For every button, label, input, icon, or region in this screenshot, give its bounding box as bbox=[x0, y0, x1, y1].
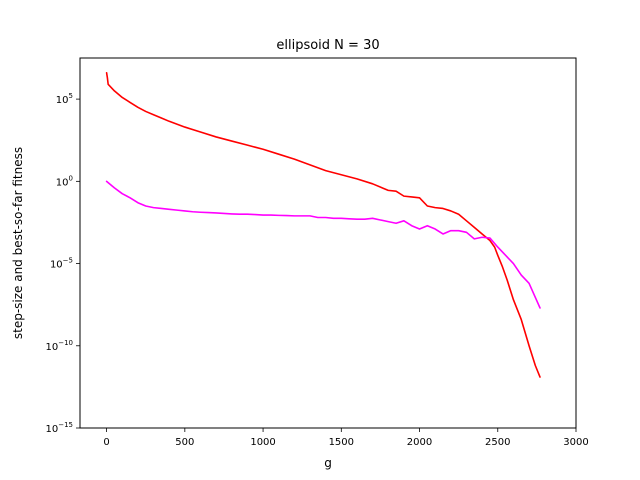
x-tick-label: 2500 bbox=[485, 437, 510, 448]
x-tick-label: 3000 bbox=[563, 437, 588, 448]
x-tick-label: 500 bbox=[175, 437, 194, 448]
y-tick-exponent: 5 bbox=[69, 92, 73, 100]
y-tick-base: 10 bbox=[50, 260, 63, 271]
series-line-2 bbox=[105, 180, 541, 309]
y-tick-base: 10 bbox=[56, 95, 69, 106]
y-tick-exponent: −15 bbox=[58, 421, 73, 429]
y-tick-label: 10−15 bbox=[45, 421, 73, 435]
y-tick-exponent: −10 bbox=[58, 339, 73, 347]
plot-frame bbox=[79, 57, 577, 429]
series-layer bbox=[105, 72, 541, 378]
y-axis-label: step-size and best-so-far fitness bbox=[11, 147, 25, 339]
y-tick-base: 10 bbox=[45, 424, 58, 435]
y-tick-label: 10−5 bbox=[50, 257, 73, 271]
x-tick-label: 2000 bbox=[407, 437, 432, 448]
y-tick-label: 10−10 bbox=[45, 339, 73, 353]
y-tick-base: 10 bbox=[56, 177, 69, 188]
y-tick-exponent: 0 bbox=[69, 174, 73, 182]
x-tick-label: 1500 bbox=[329, 437, 354, 448]
y-tick-base: 10 bbox=[45, 342, 58, 353]
y-tick-exponent: −5 bbox=[63, 257, 73, 265]
series-line-1 bbox=[105, 72, 541, 378]
x-tick-label: 0 bbox=[103, 437, 109, 448]
y-tick-label: 100 bbox=[56, 174, 73, 188]
x-axis-label: g bbox=[324, 456, 332, 470]
x-tick-label: 1000 bbox=[250, 437, 275, 448]
x-axis: 0 500 1000 1500 2000 2500 3000 bbox=[103, 428, 589, 448]
y-tick-label: 105 bbox=[56, 92, 73, 106]
chart-title: ellipsoid N = 30 bbox=[276, 38, 379, 53]
